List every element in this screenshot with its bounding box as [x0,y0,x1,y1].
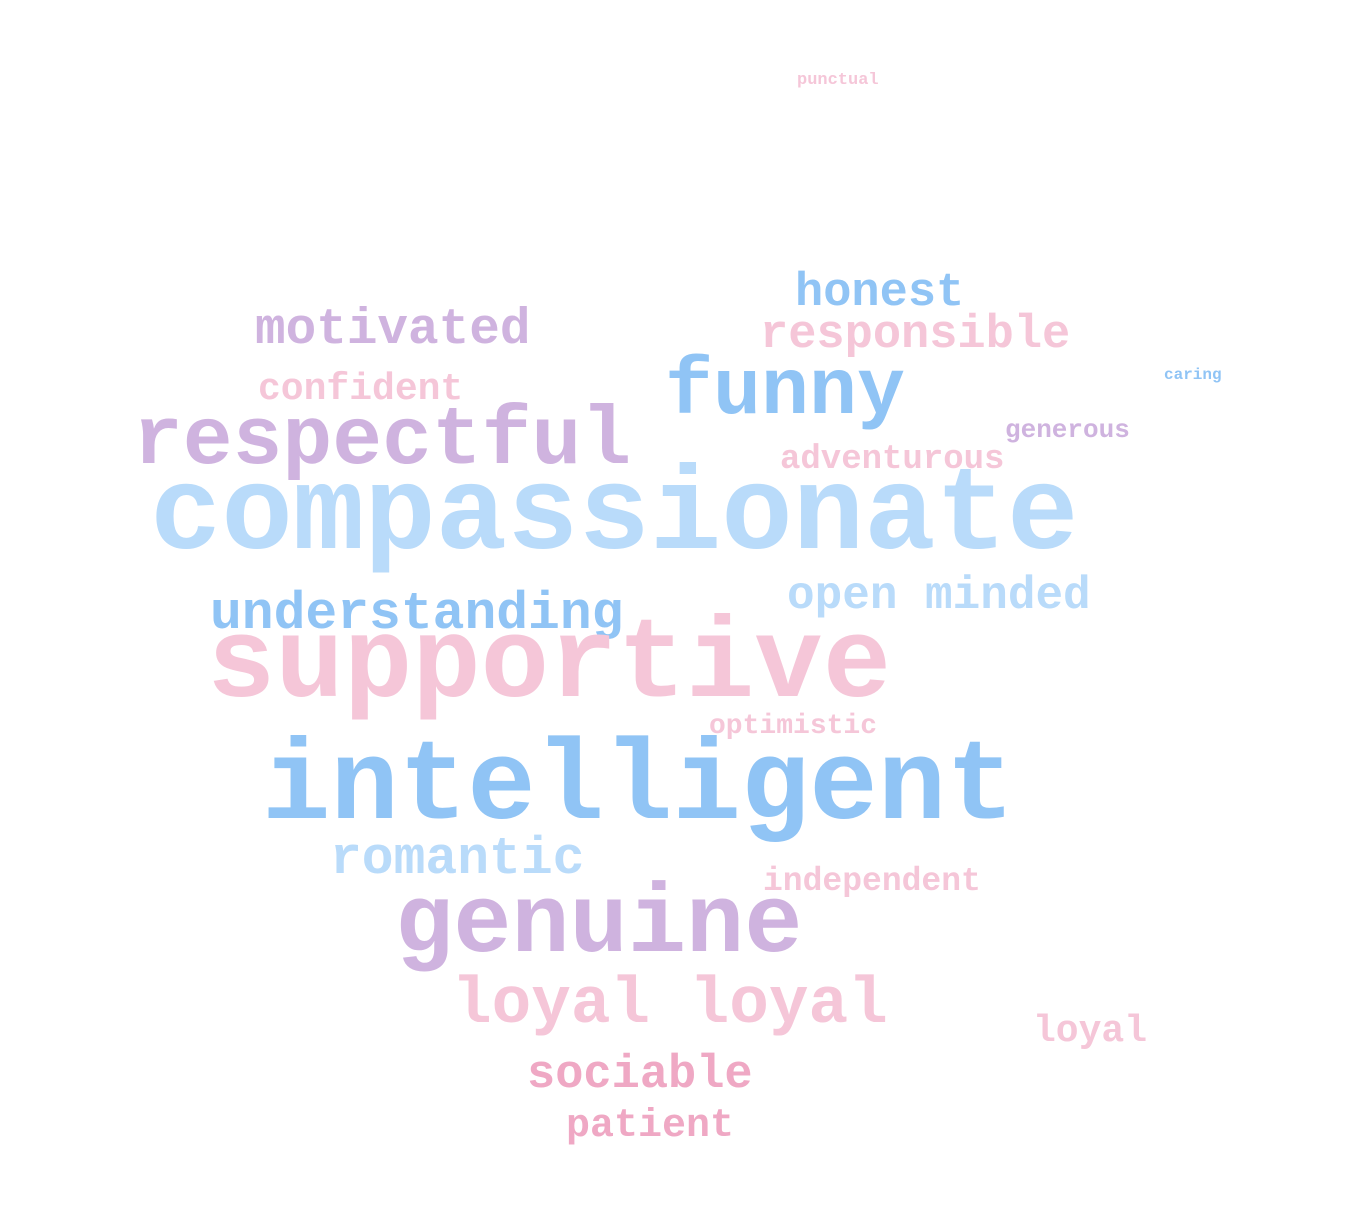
word-compassionate: compassionate [150,449,1079,584]
word-optimistic: optimistic [709,711,878,742]
word-open-minded: open minded [787,570,1091,622]
word-honest: honest [795,267,965,320]
word-intelligent: intelligent [262,724,1015,853]
word-romantic: romantic [330,829,585,889]
word-understanding: understanding [210,584,624,644]
word-responsible: responsible [760,309,1071,362]
word-motivated: motivated [255,302,531,359]
word-generous: generous [1005,415,1130,445]
word-patient: patient [566,1104,735,1149]
word-loyal-loyal: loyal loyal [452,967,888,1042]
word-genuine: genuine [395,871,803,981]
word-caring: caring [1164,366,1222,384]
word-adventurous: adventurous [780,441,1005,479]
word-supportive: supportive [207,602,892,731]
word-sociable: sociable [527,1049,753,1102]
word-confident: confident [258,368,464,411]
word-funny: funny [665,347,906,438]
word-respectful: respectful [133,394,632,488]
word-loyal: loyal [1033,1010,1148,1053]
word-independent: independent [763,863,981,900]
word-punctual: punctual [797,71,879,90]
